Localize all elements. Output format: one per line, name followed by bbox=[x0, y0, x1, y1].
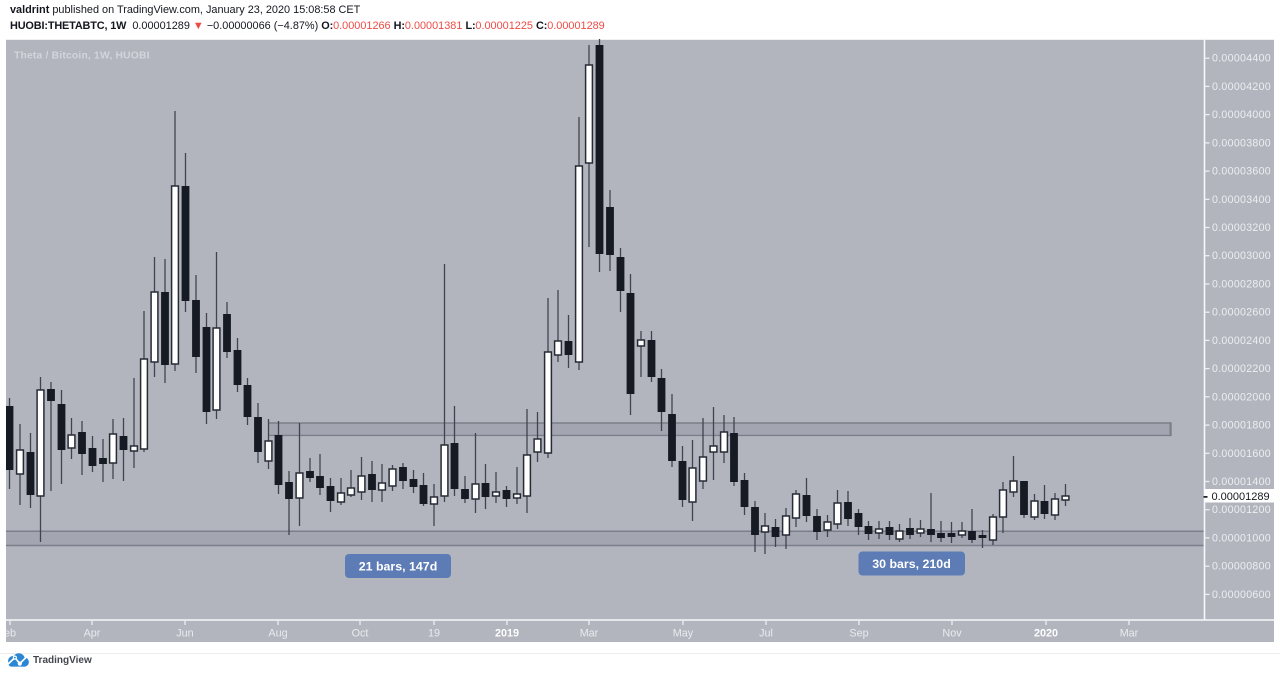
svg-text:Sep: Sep bbox=[849, 628, 868, 640]
svg-text:Aug: Aug bbox=[268, 628, 287, 640]
svg-text:0.00001289: 0.00001289 bbox=[1212, 491, 1270, 503]
svg-text:Jun: Jun bbox=[176, 628, 193, 640]
svg-text:0.00003200: 0.00003200 bbox=[1212, 222, 1271, 234]
svg-text:0.00001200: 0.00001200 bbox=[1212, 504, 1271, 516]
svg-text:0.00001600: 0.00001600 bbox=[1212, 448, 1271, 460]
svg-text:0.00003000: 0.00003000 bbox=[1212, 250, 1271, 262]
svg-text:Apr: Apr bbox=[84, 628, 101, 640]
svg-text:Theta / Bitcoin, 1W, HUOBI: Theta / Bitcoin, 1W, HUOBI bbox=[14, 51, 150, 62]
svg-text:21 bars, 147d: 21 bars, 147d bbox=[359, 560, 438, 574]
svg-text:0.00000600: 0.00000600 bbox=[1212, 589, 1271, 601]
svg-text:19: 19 bbox=[428, 628, 440, 640]
svg-text:0.00003600: 0.00003600 bbox=[1212, 166, 1271, 178]
svg-text:0.00003800: 0.00003800 bbox=[1212, 137, 1271, 149]
svg-text:0.00002800: 0.00002800 bbox=[1212, 279, 1271, 291]
svg-text:2020: 2020 bbox=[1034, 628, 1058, 640]
svg-text:0.00002000: 0.00002000 bbox=[1212, 391, 1271, 403]
svg-text:Mar: Mar bbox=[580, 628, 599, 640]
svg-text:0.00003400: 0.00003400 bbox=[1212, 194, 1271, 206]
svg-text:May: May bbox=[673, 628, 694, 640]
svg-text:Oct: Oct bbox=[352, 628, 369, 640]
svg-text:Mar: Mar bbox=[1120, 628, 1139, 640]
svg-text:2019: 2019 bbox=[495, 628, 519, 640]
svg-text:0.00001800: 0.00001800 bbox=[1212, 420, 1271, 432]
svg-text:0.00004200: 0.00004200 bbox=[1212, 81, 1271, 93]
svg-text:0.00001000: 0.00001000 bbox=[1212, 532, 1271, 544]
svg-text:eb: eb bbox=[6, 628, 16, 640]
svg-text:0.00000800: 0.00000800 bbox=[1212, 561, 1271, 573]
svg-text:0.00002400: 0.00002400 bbox=[1212, 335, 1271, 347]
svg-text:Nov: Nov bbox=[942, 628, 962, 640]
svg-text:0.00004400: 0.00004400 bbox=[1212, 53, 1271, 65]
svg-text:30 bars, 210d: 30 bars, 210d bbox=[872, 557, 951, 571]
svg-text:0.00002200: 0.00002200 bbox=[1212, 363, 1271, 375]
svg-text:Jul: Jul bbox=[759, 628, 773, 640]
svg-text:0.00001400: 0.00001400 bbox=[1212, 476, 1271, 488]
svg-text:0.00004000: 0.00004000 bbox=[1212, 109, 1271, 121]
svg-text:0.00002600: 0.00002600 bbox=[1212, 307, 1271, 319]
